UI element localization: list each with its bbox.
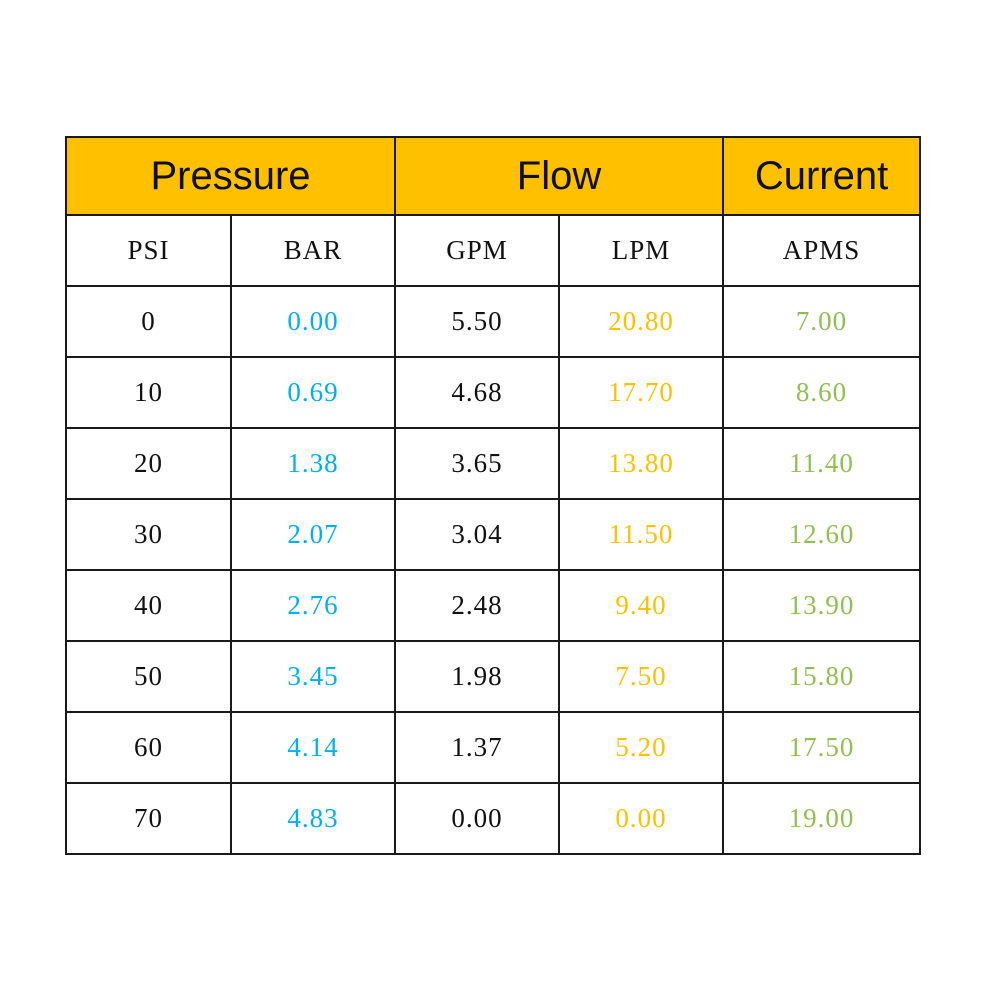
cell-gpm: 4.68: [394, 356, 560, 429]
cell-amps: 19.00: [722, 782, 922, 855]
table-row: 50 3.45 1.98 7.50 15.80: [65, 640, 922, 713]
table-row: 10 0.69 4.68 17.70 8.60: [65, 356, 922, 429]
column-header-bar: BAR: [230, 214, 396, 287]
cell-bar: 3.45: [230, 640, 396, 713]
cell-amps: 15.80: [722, 640, 922, 713]
cell-bar: 4.14: [230, 711, 396, 784]
cell-gpm: 3.65: [394, 427, 560, 500]
cell-psi: 60: [65, 711, 232, 784]
cell-amps: 7.00: [722, 285, 922, 358]
cell-amps: 13.90: [722, 569, 922, 642]
column-header-amps: APMS: [722, 214, 922, 287]
cell-amps: 12.60: [722, 498, 922, 571]
cell-psi: 30: [65, 498, 232, 571]
cell-bar: 2.07: [230, 498, 396, 571]
group-header-pressure: Pressure: [65, 136, 396, 216]
cell-amps: 17.50: [722, 711, 922, 784]
column-header-gpm: GPM: [394, 214, 560, 287]
column-header-psi: PSI: [65, 214, 232, 287]
column-header-row: PSI BAR GPM LPM APMS: [65, 214, 922, 287]
pump-performance-table: Pressure Flow Current PSI BAR GPM LPM AP…: [65, 136, 922, 855]
cell-bar: 1.38: [230, 427, 396, 500]
cell-lpm: 17.70: [557, 356, 725, 429]
table-row: 0 0.00 5.50 20.80 7.00: [65, 285, 922, 358]
cell-bar: 0.00: [230, 285, 396, 358]
table-row: 60 4.14 1.37 5.20 17.50: [65, 711, 922, 784]
table-row: 40 2.76 2.48 9.40 13.90: [65, 569, 922, 642]
cell-bar: 2.76: [230, 569, 396, 642]
group-header-flow: Flow: [393, 136, 725, 216]
cell-lpm: 9.40: [557, 569, 725, 642]
group-header-current: Current: [722, 136, 922, 216]
cell-psi: 10: [65, 356, 232, 429]
cell-gpm: 1.98: [394, 640, 560, 713]
cell-gpm: 2.48: [394, 569, 560, 642]
cell-bar: 0.69: [230, 356, 396, 429]
column-header-lpm: LPM: [557, 214, 725, 287]
cell-amps: 11.40: [722, 427, 922, 500]
cell-amps: 8.60: [722, 356, 922, 429]
cell-gpm: 3.04: [394, 498, 560, 571]
cell-psi: 70: [65, 782, 232, 855]
group-header-row: Pressure Flow Current: [65, 136, 922, 216]
table-row: 20 1.38 3.65 13.80 11.40: [65, 427, 922, 500]
cell-psi: 50: [65, 640, 232, 713]
cell-lpm: 11.50: [557, 498, 725, 571]
cell-gpm: 0.00: [394, 782, 560, 855]
cell-lpm: 0.00: [557, 782, 725, 855]
cell-psi: 0: [65, 285, 232, 358]
table-row: 30 2.07 3.04 11.50 12.60: [65, 498, 922, 571]
cell-psi: 40: [65, 569, 232, 642]
cell-lpm: 20.80: [557, 285, 725, 358]
cell-lpm: 5.20: [557, 711, 725, 784]
cell-psi: 20: [65, 427, 232, 500]
table-row: 70 4.83 0.00 0.00 19.00: [65, 782, 922, 855]
cell-gpm: 5.50: [394, 285, 560, 358]
cell-lpm: 7.50: [557, 640, 725, 713]
cell-gpm: 1.37: [394, 711, 560, 784]
cell-bar: 4.83: [230, 782, 396, 855]
cell-lpm: 13.80: [557, 427, 725, 500]
